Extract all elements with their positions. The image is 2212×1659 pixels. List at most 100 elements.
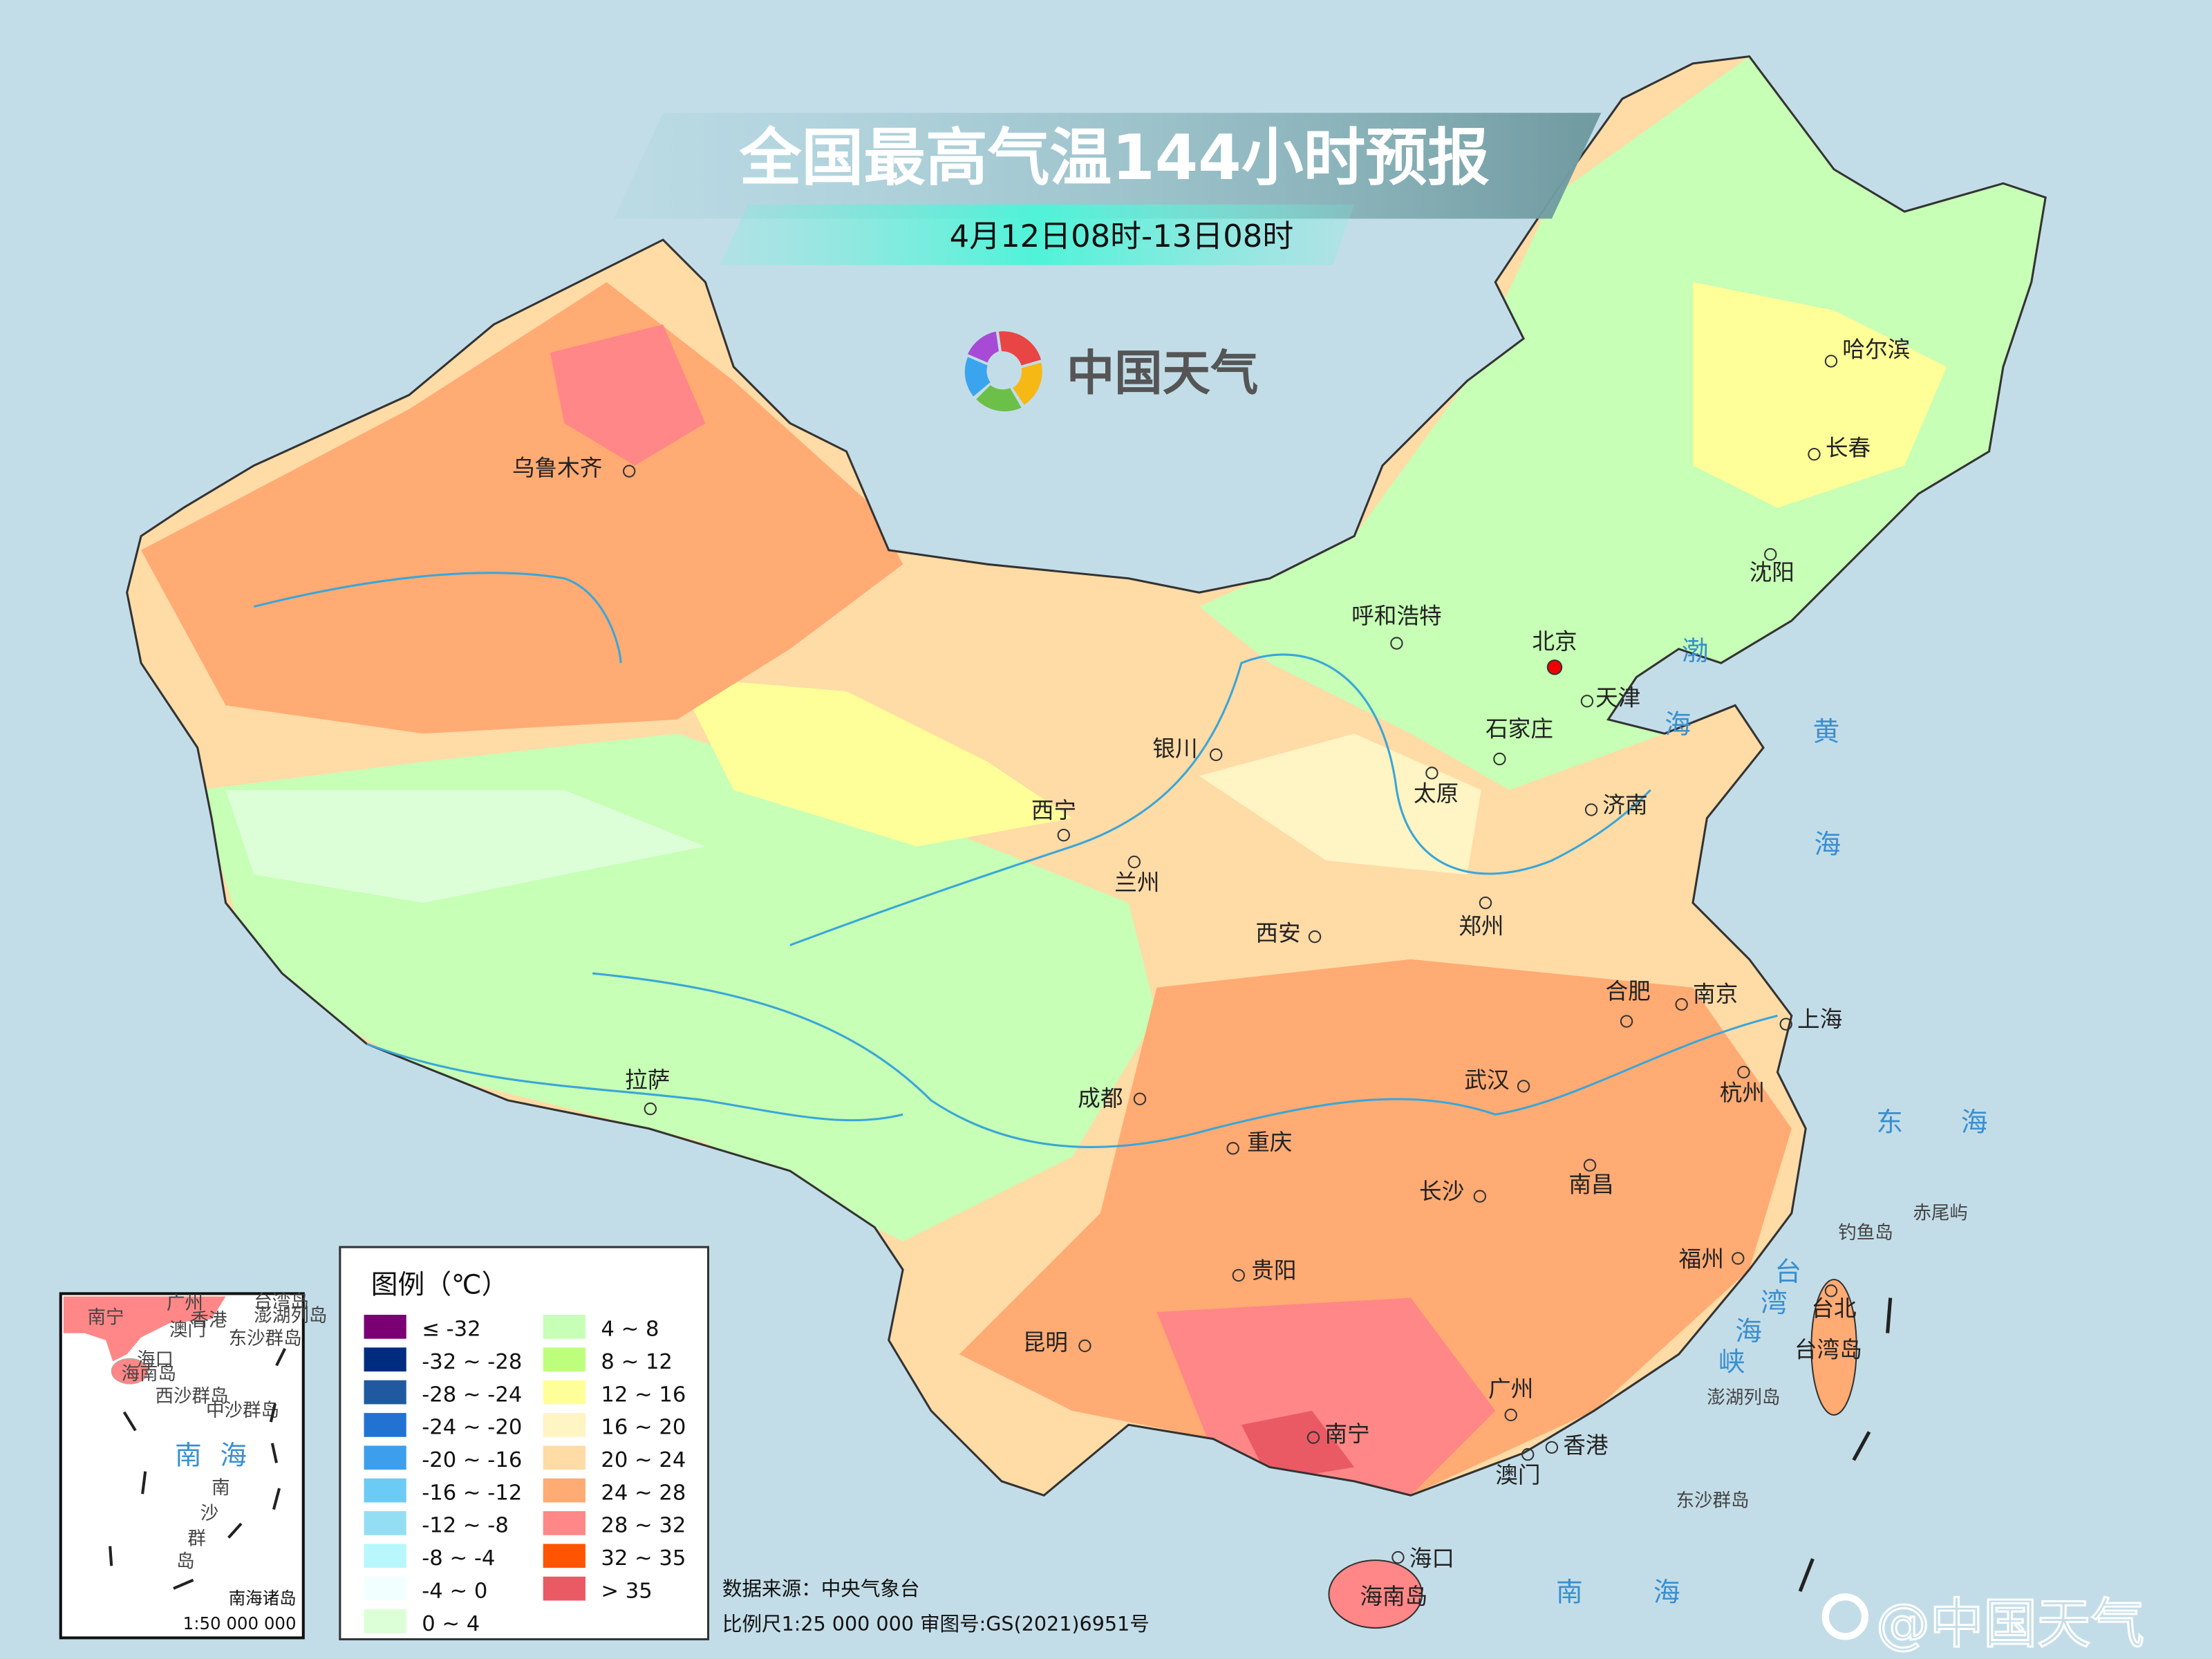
inset-label: 东沙群岛 xyxy=(229,1328,302,1349)
legend-label: 8 ~ 12 xyxy=(601,1350,673,1374)
inset-label: 沙 xyxy=(200,1503,219,1524)
legend-swatch xyxy=(543,1511,585,1535)
dash-lines xyxy=(1798,1297,1893,1592)
legend-title: 图例（℃） xyxy=(371,1269,509,1300)
legend-swatch xyxy=(543,1315,585,1339)
city-label: 郑州 xyxy=(1459,913,1503,939)
inset-label: 西沙群岛 xyxy=(155,1386,228,1407)
legend-swatch xyxy=(543,1478,585,1503)
legend-label: 4 ~ 8 xyxy=(601,1318,659,1342)
legend-swatch xyxy=(364,1315,406,1339)
inset-label: 台湾岛 xyxy=(254,1291,309,1313)
city-label: 西宁 xyxy=(1031,798,1076,824)
title-banner: 全国最高气温144小时预报 4月12日08时-13日08时 xyxy=(613,113,1602,265)
place-label: 钓鱼岛 xyxy=(1838,1222,1893,1244)
sea-label: 湾 xyxy=(1761,1288,1788,1319)
sea-label: 海 xyxy=(1665,709,1691,740)
city-label: 澳门 xyxy=(1495,1462,1540,1488)
inset-title: 南海诸岛 xyxy=(229,1588,297,1608)
legend-label: ≤ -32 xyxy=(422,1318,480,1342)
inset-scale: 1:50 000 000 xyxy=(183,1613,297,1633)
inset-label: 广州 xyxy=(167,1293,203,1314)
inset-label: 澎湖列岛 xyxy=(254,1305,327,1327)
data-source: 数据来源：中央气象台 xyxy=(722,1577,920,1600)
city-label: 重庆 xyxy=(1247,1129,1292,1155)
city-label: 南京 xyxy=(1693,981,1738,1007)
hainan-island xyxy=(1328,1559,1423,1629)
legend-swatch xyxy=(364,1576,406,1601)
legend-label: -32 ~ -28 xyxy=(422,1350,522,1374)
sea-label: 峡 xyxy=(1718,1347,1745,1378)
legend-swatch xyxy=(543,1347,585,1372)
legend-swatch xyxy=(543,1544,585,1568)
legend-label: > 35 xyxy=(601,1579,652,1603)
city-label: 福州 xyxy=(1679,1246,1724,1273)
legend-swatch xyxy=(364,1511,406,1535)
city-label: 香港 xyxy=(1563,1432,1608,1459)
city-labels: 乌鲁木齐 呼和浩特 北京 天津 石家庄 太原 济南 银川 西宁 兰州 西安 郑州… xyxy=(512,336,1968,1609)
city-label: 长沙 xyxy=(1419,1179,1464,1205)
legend-swatch xyxy=(364,1347,406,1372)
legend-label: 12 ~ 16 xyxy=(601,1382,686,1407)
sea-label: 海 xyxy=(1961,1107,1988,1138)
inset-label: 海南岛 xyxy=(122,1363,177,1385)
inset-label: 海 xyxy=(220,1440,247,1471)
inset-label: 南 xyxy=(212,1477,230,1499)
sea-label: 海 xyxy=(1814,830,1841,861)
legend-label: 0 ~ 4 xyxy=(422,1612,480,1636)
legend-swatch xyxy=(364,1380,406,1405)
page-title: 全国最高气温144小时预报 xyxy=(739,122,1490,194)
legend-label: -16 ~ -12 xyxy=(422,1481,522,1505)
taiwan-island xyxy=(1810,1279,1857,1416)
legend-label: 16 ~ 20 xyxy=(601,1416,686,1440)
map-scale: 比例尺1:25 000 000 审图号:GS(2021)6951号 xyxy=(722,1612,1150,1635)
city-label: 哈尔滨 xyxy=(1842,336,1910,362)
city-label: 南昌 xyxy=(1568,1171,1613,1197)
city-label: 乌鲁木齐 xyxy=(512,455,603,481)
sea-label: 南 xyxy=(1556,1577,1583,1608)
legend-swatch xyxy=(364,1413,406,1437)
legend: 图例（℃） ≤ -32 -32 ~ -28 -28 ~ -24 -24 ~ -20 -2… xyxy=(339,1246,710,1640)
place-label: 赤尾屿 xyxy=(1913,1202,1968,1224)
yarlung-river xyxy=(366,1042,903,1122)
city-label: 兰州 xyxy=(1114,870,1159,896)
brand-name: 中国天气 xyxy=(1067,346,1259,401)
city-label: 武汉 xyxy=(1464,1067,1509,1093)
city-label: 成都 xyxy=(1078,1085,1123,1112)
legend-swatch xyxy=(364,1478,406,1503)
legend-swatch xyxy=(543,1380,585,1405)
sea-label: 黄 xyxy=(1812,716,1839,747)
capital-marker xyxy=(1546,659,1563,675)
legend-swatch xyxy=(364,1445,406,1470)
legend-label: 28 ~ 32 xyxy=(601,1514,686,1538)
pinwheel-logo-icon xyxy=(964,331,1042,412)
city-label: 杭州 xyxy=(1720,1080,1765,1106)
sea-label: 海 xyxy=(1653,1577,1680,1608)
sea-label: 渤 xyxy=(1682,636,1709,667)
legend-label: -8 ~ -4 xyxy=(422,1546,495,1571)
sea-labels: 渤 海 黄 海 东 海 南 海 台 湾 海 峡 xyxy=(1556,636,1987,1608)
city-label: 台北 xyxy=(1811,1295,1856,1322)
legend-label: 32 ~ 35 xyxy=(601,1546,686,1571)
sea-label: 东 xyxy=(1876,1107,1903,1138)
legend-label: -4 ~ 0 xyxy=(422,1579,487,1603)
legend-label: 20 ~ 24 xyxy=(601,1448,686,1472)
city-label: 合肥 xyxy=(1605,978,1650,1004)
sea-label: 台 xyxy=(1774,1257,1801,1288)
city-label: 北京 xyxy=(1532,628,1577,655)
legend-label: -12 ~ -8 xyxy=(422,1514,509,1538)
city-label: 呼和浩特 xyxy=(1351,603,1442,629)
legend-swatch xyxy=(543,1413,585,1437)
city-label: 长春 xyxy=(1826,435,1871,461)
city-label: 海口 xyxy=(1409,1545,1454,1571)
inset-label: 海口 xyxy=(137,1349,174,1371)
place-label: 东沙群岛 xyxy=(1676,1490,1749,1512)
city-label: 上海 xyxy=(1797,1006,1842,1033)
sea-label: 海 xyxy=(1735,1316,1762,1347)
legend-label: -24 ~ -20 xyxy=(422,1416,522,1440)
inset-label: 南宁 xyxy=(88,1306,124,1328)
city-label: 贵阳 xyxy=(1251,1257,1296,1284)
legend-swatch xyxy=(364,1544,406,1568)
city-label: 西安 xyxy=(1255,920,1300,946)
